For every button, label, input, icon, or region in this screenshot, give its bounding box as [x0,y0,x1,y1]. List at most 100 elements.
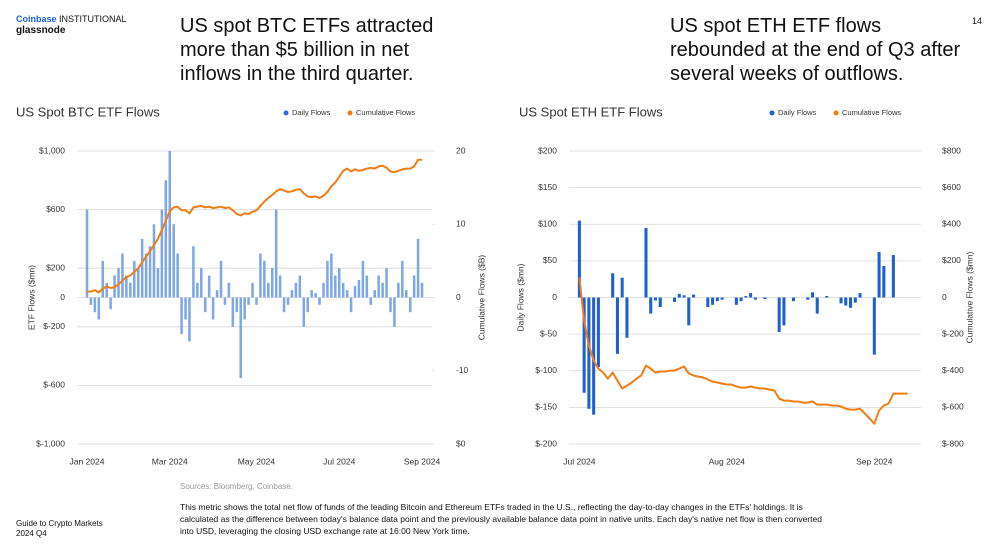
bar [243,297,246,320]
x-tick-label: Jul 2024 [563,456,595,466]
bar [806,297,810,300]
bar [219,260,223,298]
logo: Coinbase INSTITUTIONAL glassnode [16,14,127,36]
bar [891,255,895,298]
bar [858,293,862,298]
bar [682,295,686,298]
bar [408,297,412,313]
bar [286,297,290,305]
headline: US spot ETH ETF flows rebounded at the e… [670,15,961,85]
bar [345,290,349,298]
x-tick-label: Sep 2024 [856,456,893,466]
bar [117,268,120,298]
bar [330,253,333,298]
x-tick-label: Jan 2024 [69,456,104,466]
bar [164,180,168,298]
bar [353,285,357,298]
sources: Sources: Bloomberg, Coinbase. [180,482,293,491]
bar [314,293,317,298]
bar [310,290,313,298]
bar [791,297,795,302]
page-number: 14 [972,16,983,26]
bar [753,297,757,300]
bar [582,297,586,393]
bar [176,253,179,298]
bar [160,209,164,298]
y2-tick-label: -10 [456,365,469,375]
footer-note: Guide to Crypto Markets 2024 Q4 [16,519,103,539]
bar [105,282,108,298]
bar [672,297,677,302]
bar [611,273,615,298]
bar [734,297,738,305]
bar [720,297,724,300]
bar [101,260,104,298]
bar [810,292,815,298]
bar [389,297,392,313]
bar [777,297,781,332]
legend-marker [347,110,353,116]
bar [85,209,89,298]
charts: US Spot BTC ETF Flows $1,000 $600 $200 0 $-20… [16,104,974,466]
y2-tick-label: 0 [942,292,947,302]
description: This metric shows the total net flow of … [180,502,822,536]
bar [341,282,345,298]
bar [815,297,819,314]
y-tick-label: $1,000 [39,145,65,155]
y2-tick-label: $-400 [942,365,964,375]
bar [658,297,662,308]
bar [706,297,710,308]
bar [227,282,231,298]
bar [644,227,648,298]
bar [577,220,581,298]
y-tick-label: $-200 [535,438,557,448]
bar [203,297,207,313]
chart-title: US Spot ETH ETF Flows [519,104,663,119]
y-tick-label: $50 [543,255,557,265]
bar [294,282,298,298]
bar [715,297,719,302]
bar [140,238,144,298]
y-tick-label: 0 [552,292,557,302]
line [87,158,422,294]
bar [89,297,93,305]
bar [259,253,262,298]
bar [877,252,881,298]
legend-label: Daily Flows [292,108,331,117]
bar [188,297,191,342]
y-tick-label: $-150 [535,402,557,412]
bar [180,297,183,335]
bar [592,297,596,415]
partner: glassnode [16,25,66,36]
x-tick-label: Jul 2024 [323,456,355,466]
y2-axis-title: Cumulative Flows ($mn) [964,252,974,344]
bar [263,260,266,298]
bar [782,297,786,326]
bar [416,238,420,298]
bar [412,275,416,298]
bar [377,275,380,298]
bar [381,282,384,298]
bar [692,294,696,298]
bar [200,268,203,298]
bar [373,290,376,298]
bar [322,282,325,298]
bar [844,297,848,306]
bar [239,297,242,379]
legend-label: Daily Flows [778,108,817,117]
bar [882,266,886,298]
bar [405,290,408,298]
brand: Coinbase [16,14,57,24]
y-tick-label: $200 [538,145,557,155]
y2-tick-label: 10 [456,219,466,229]
line [578,277,908,425]
bar [235,297,239,313]
bar [136,268,140,298]
bar [349,297,353,313]
y2-tick-label: $-600 [942,402,964,412]
bar [334,275,337,298]
guide: Guide to Crypto Markets [16,519,103,528]
y-tick-label: $-50 [540,328,557,338]
legend-marker [833,110,839,116]
